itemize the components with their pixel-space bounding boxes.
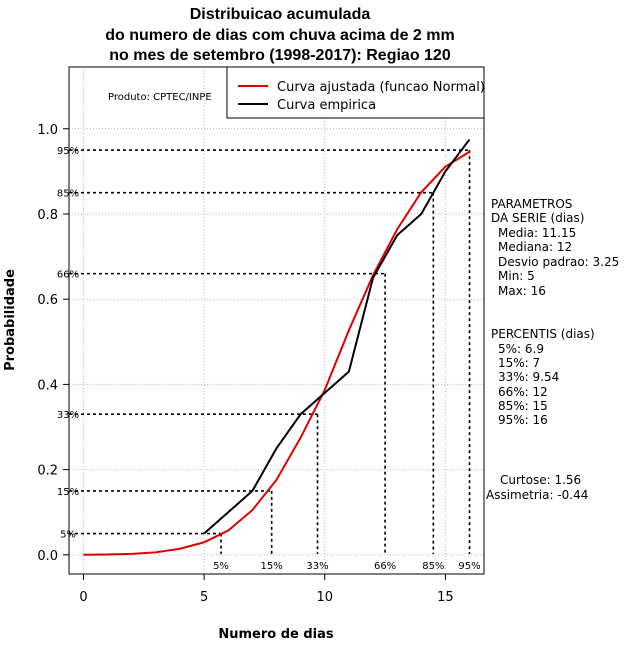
assimetria: Assimetria: -0.44 xyxy=(486,488,589,502)
params-header-line-1: PARAMETROS xyxy=(491,197,573,211)
y-tick-label: 0.2 xyxy=(37,464,58,479)
chart-title-line-3: no mes de setembro (1998-2017): Regiao 1… xyxy=(109,47,451,64)
y-axis-title: Probabilidade xyxy=(3,269,18,371)
x-axis-title: Numero de dias xyxy=(218,627,334,642)
y-tick-label: 0.6 xyxy=(37,293,58,308)
curtose: Curtose: 1.56 xyxy=(500,473,582,487)
empirical-curve xyxy=(203,138,471,535)
param-media: Media: 11.15 xyxy=(498,226,577,240)
percentile-y-label: 95% xyxy=(57,146,79,157)
chart-title-line-2: do numero de dias com chuva acima de 2 m… xyxy=(105,27,455,44)
percentile-y-label: 15% xyxy=(57,487,79,498)
percentil-85: 85%: 15 xyxy=(498,399,548,413)
percentile-y-label: 33% xyxy=(57,410,79,421)
legend-box xyxy=(226,66,485,119)
percentile-y-label: 85% xyxy=(57,189,79,200)
percentile-x-label: 85% xyxy=(422,561,444,572)
percentile-x-label: 66% xyxy=(374,561,396,572)
fitted-normal-curve xyxy=(83,150,471,556)
percentile-x-label: 33% xyxy=(306,561,328,572)
percentile-y-label: 66% xyxy=(57,270,79,281)
legend-label: Curva empirica xyxy=(277,98,376,113)
percentil-5: 5%: 6.9 xyxy=(498,342,544,356)
percentile-x-label: 15% xyxy=(261,561,283,572)
y-tick-label: 1.0 xyxy=(37,123,58,138)
x-tick-label: 5 xyxy=(200,590,208,605)
percentil-33: 33%: 9.54 xyxy=(498,370,560,384)
x-tick-label: 10 xyxy=(316,590,333,605)
legend-label: Curva ajustada (funcao Normal) xyxy=(277,80,485,95)
param-desvio: Desvio padrao: 3.25 xyxy=(498,255,620,269)
y-tick-label: 0.0 xyxy=(37,549,58,564)
x-tick-label: 0 xyxy=(79,590,87,605)
percentile-y-label: 5% xyxy=(60,530,76,541)
percentile-x-label: 5% xyxy=(213,561,229,572)
y-tick-label: 0.8 xyxy=(37,208,58,223)
credit-text: Produto: CPTEC/INPE xyxy=(108,92,212,103)
percentil-15: 15%: 7 xyxy=(498,356,541,370)
param-mediana: Mediana: 12 xyxy=(498,240,573,254)
plot-frame xyxy=(68,66,485,575)
percentil-66: 66%: 12 xyxy=(498,385,548,399)
chart-title-line-1: Distribuicao acumulada xyxy=(189,6,371,23)
percentile-x-label: 95% xyxy=(458,561,480,572)
y-tick-label: 0.4 xyxy=(37,378,58,393)
x-tick-label: 15 xyxy=(437,590,454,605)
param-min: Min: 5 xyxy=(498,269,535,283)
percentil-95: 95%: 16 xyxy=(498,413,548,427)
param-max: Max: 16 xyxy=(498,284,546,298)
percentis-header: PERCENTIS (dias) xyxy=(491,327,595,341)
params-header-line-2: DA SERIE (dias) xyxy=(491,211,585,225)
